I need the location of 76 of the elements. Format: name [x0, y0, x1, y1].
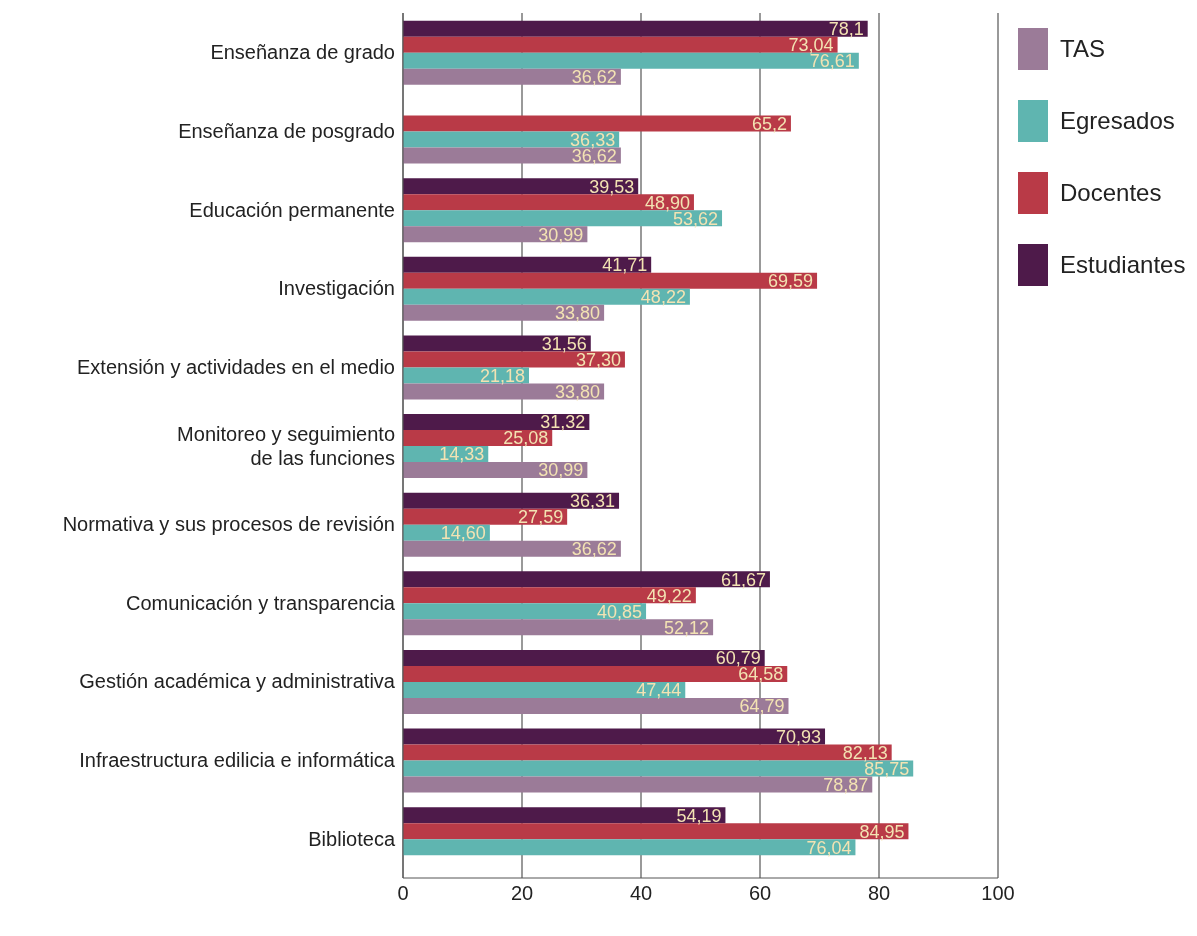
bar: [403, 603, 647, 620]
y-tick-label: Investigación: [278, 277, 395, 300]
bar: [403, 823, 909, 840]
data-label: 52,12: [664, 617, 710, 638]
data-label: 76,04: [806, 837, 852, 858]
bar: [403, 20, 868, 37]
bar: [403, 540, 621, 557]
data-label: 65,2: [751, 113, 787, 134]
data-label: 69,59: [768, 271, 814, 292]
data-label: 40,85: [597, 601, 643, 622]
data-label: 33,80: [555, 303, 601, 324]
legend-label: Estudiantes: [1060, 251, 1186, 279]
data-label: 36,62: [571, 67, 617, 88]
data-label: 30,99: [538, 460, 584, 481]
bar: [403, 649, 765, 666]
bar: [403, 681, 686, 698]
data-label: 14,60: [440, 523, 486, 544]
data-label: 39,53: [589, 176, 635, 197]
data-label: 78,87: [823, 774, 869, 795]
bar: [403, 131, 620, 148]
data-label: 84,95: [859, 821, 905, 842]
bar: [403, 728, 826, 745]
y-tick-label: Normativa y sus procesos de revisión: [62, 513, 395, 536]
data-label: 27,59: [518, 507, 564, 528]
x-tick-label: 100: [981, 882, 1015, 905]
bar: [403, 68, 621, 85]
bar: [403, 571, 770, 588]
data-label: 61,67: [720, 569, 766, 590]
y-tick-label: Gestión académica y administrativa: [79, 670, 396, 693]
bar: [403, 178, 639, 195]
bar: [403, 272, 818, 289]
data-label: 36,33: [570, 129, 616, 150]
legend-label: Docentes: [1060, 179, 1162, 207]
x-tick-label: 80: [867, 882, 891, 905]
bar: [403, 115, 791, 132]
legend-label: TAS: [1060, 35, 1105, 63]
data-label: 30,99: [538, 224, 584, 245]
bar: [403, 587, 696, 604]
x-tick-label: 60: [748, 882, 772, 905]
data-label: 21,18: [479, 365, 526, 386]
data-label: 48,22: [640, 287, 686, 308]
bar: [403, 619, 714, 636]
data-label: 47,44: [636, 680, 682, 701]
x-tick-label: 40: [629, 882, 653, 905]
bar: [403, 288, 690, 305]
bar: [403, 194, 694, 211]
data-label: 36,31: [570, 491, 616, 512]
bar: [403, 256, 652, 273]
y-tick-label: Biblioteca: [308, 827, 396, 850]
y-tick-label: Educación permanente: [189, 198, 395, 221]
bar: [403, 697, 789, 714]
bar: [403, 839, 856, 856]
bar: [403, 335, 591, 352]
data-label: 64,79: [739, 696, 785, 717]
data-label: 54,19: [676, 805, 722, 826]
x-tick-label: 20: [510, 882, 534, 905]
y-tick-label: Comunicación y transparencia: [125, 591, 396, 614]
data-label: 36,62: [571, 539, 617, 560]
bar: [403, 210, 723, 227]
data-label: 41,71: [602, 255, 648, 276]
bar: [403, 744, 892, 761]
data-label: 33,80: [555, 381, 601, 402]
bar: [403, 414, 590, 431]
data-label: 49,22: [646, 585, 692, 606]
y-tick-label: Infraestructura edilicia e informática: [79, 749, 396, 772]
x-tick-label: 0: [397, 882, 409, 905]
y-tick-label: Enseñanza de posgrado: [178, 119, 395, 142]
legend-label: Egresados: [1060, 107, 1175, 135]
data-label: 14,33: [439, 444, 485, 465]
bar: [403, 492, 620, 509]
data-label: 82,13: [842, 742, 888, 763]
y-tick-label: Enseñanza de grado: [210, 41, 395, 64]
y-tick-label: Monitoreo y seguimiento de las funciones: [177, 422, 395, 469]
bar: [403, 807, 726, 824]
y-tick-label: Extensión y actividades en el medio: [77, 355, 395, 378]
data-label: 70,93: [775, 726, 822, 747]
